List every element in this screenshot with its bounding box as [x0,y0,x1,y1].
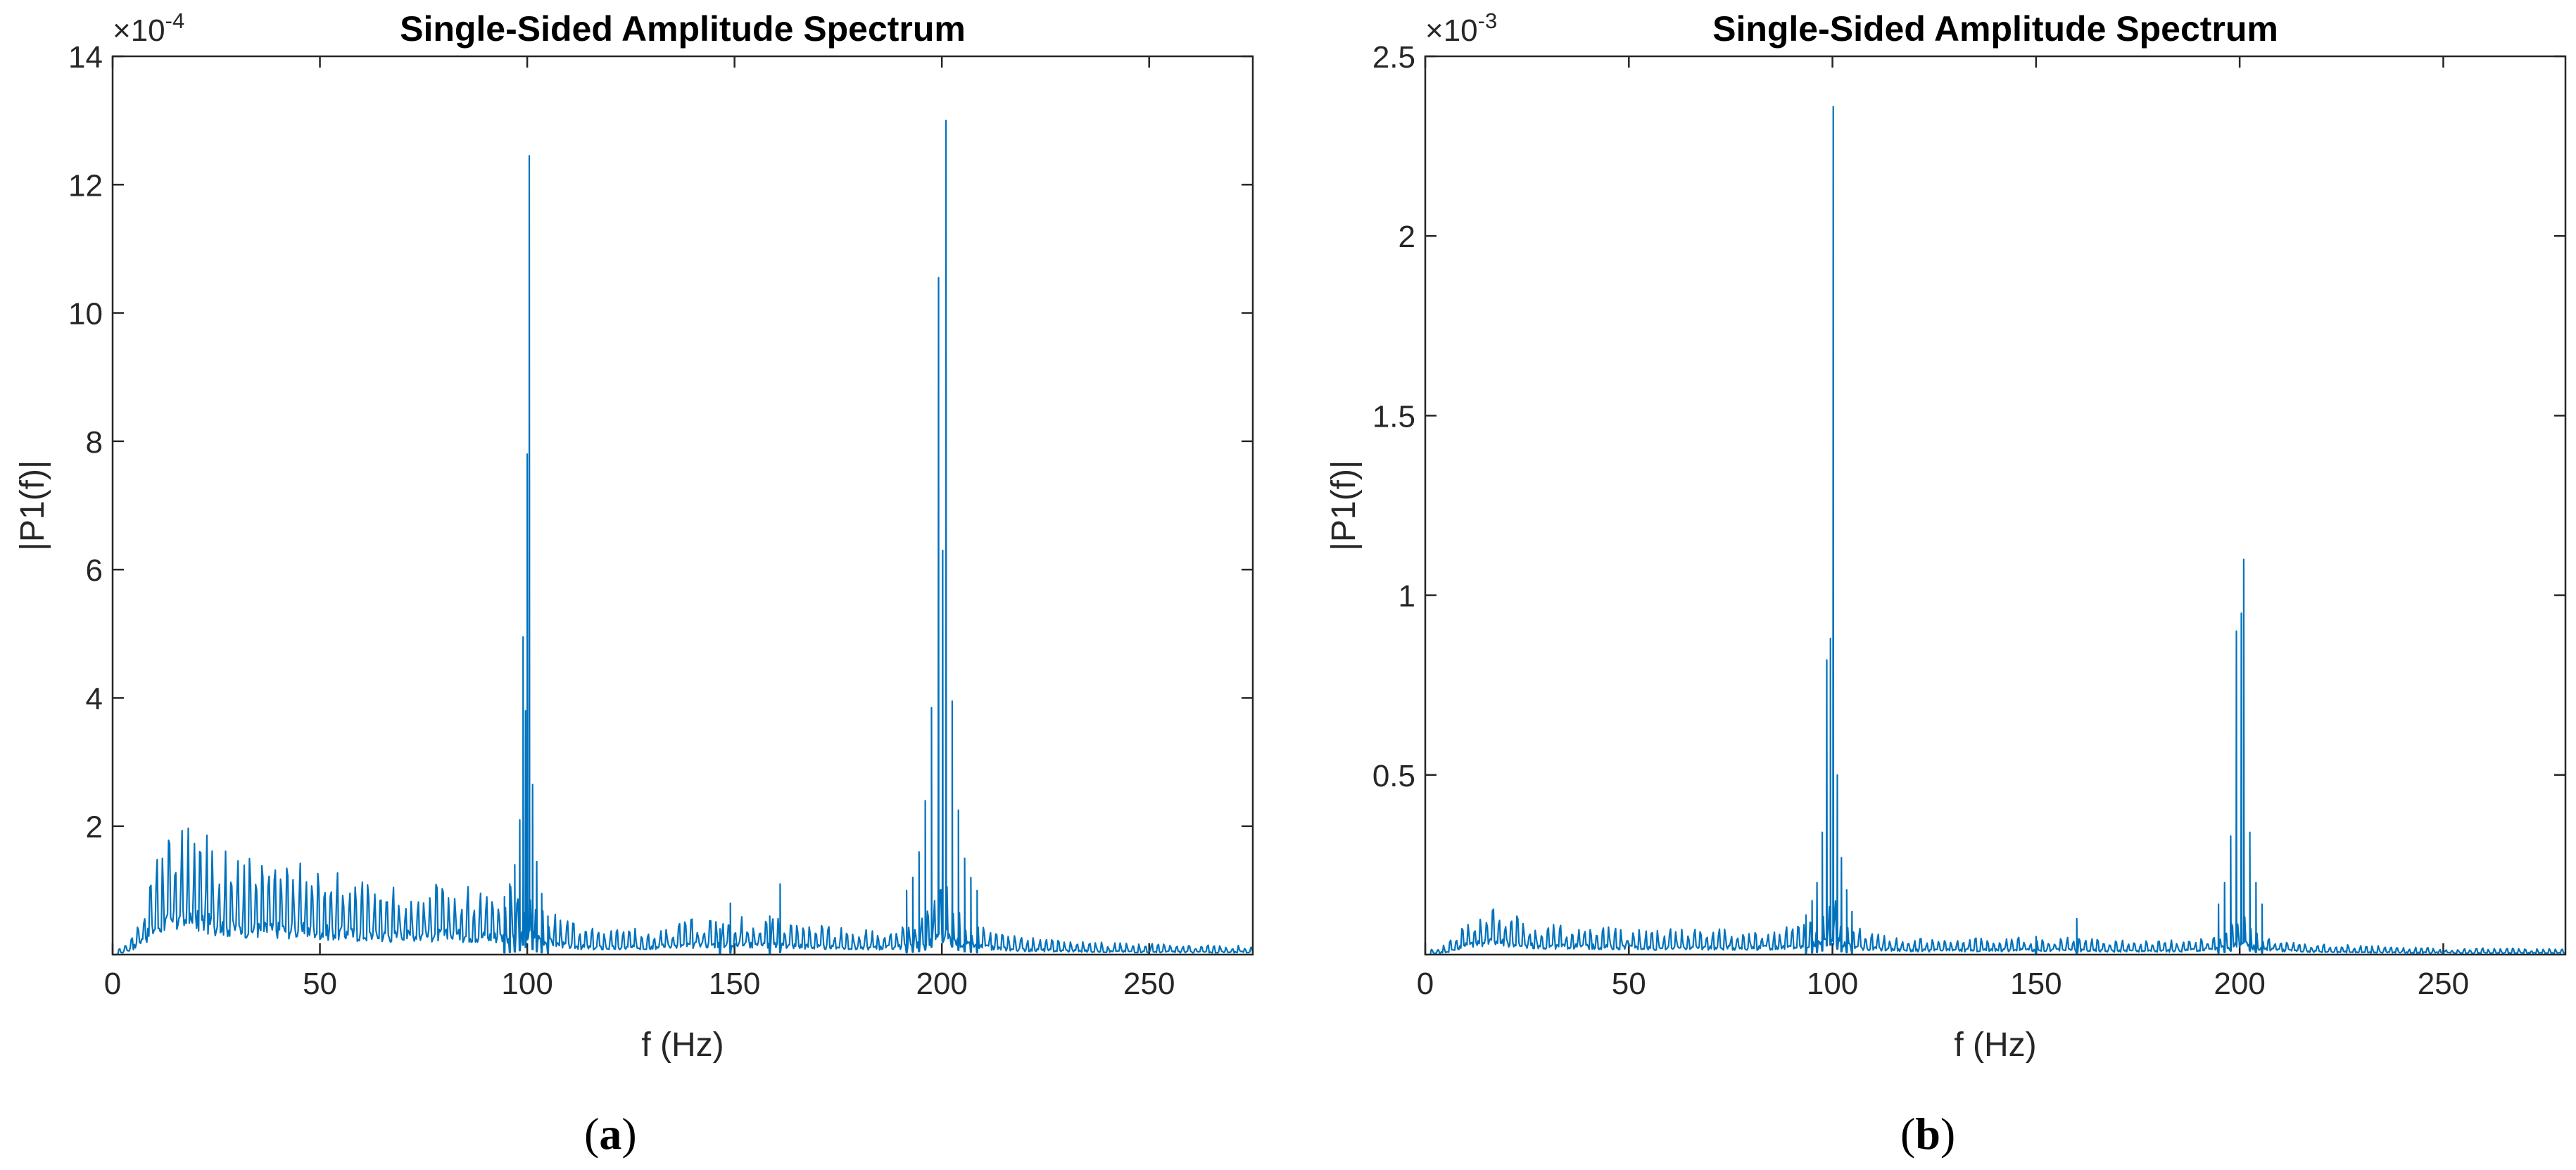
chart-panel-b: Single-Sided Amplitude Spectrum ×10-3 0.… [1325,8,2567,1159]
x-tick-label: 100 [1807,967,1858,1001]
chart-title-a: Single-Sided Amplitude Spectrum [400,9,966,49]
x-tick-label: 150 [709,967,760,1001]
x-axis-label-a: f (Hz) [641,1026,724,1064]
x-tick-label: 50 [1612,967,1646,1001]
x-tick-label: 50 [303,967,337,1001]
x-tick-label: 250 [1123,967,1175,1001]
y-multiplier-b: ×10-3 [1425,8,1497,48]
x-axis-ticks-b: 0 50 100 150 200 250 [1417,56,2469,1001]
chart-panel-a: Single-Sided Amplitude Spectrum ×10-4 2 4… [14,8,1254,1159]
y-multiplier-a: ×10-4 [113,8,184,48]
y-tick-label: 12 [68,168,103,203]
spectrum-line-b [1425,106,2566,956]
x-tick-label: 100 [501,967,553,1001]
y-axis-label-b: |P1(f)| [1325,460,1363,551]
y-axis-ticks-a: 2 4 6 8 10 12 14 [68,40,1253,845]
x-tick-label: 0 [1417,967,1434,1001]
x-tick-label: 200 [916,967,967,1001]
plot-area-b [1425,56,2565,955]
plot-area-a [113,56,1253,955]
x-axis-label-b: f (Hz) [1954,1026,2036,1064]
y-tick-label: 4 [86,681,103,716]
spectrum-line-a [113,120,1254,956]
y-tick-label: 8 [86,425,103,460]
y-tick-label: 6 [86,553,103,588]
y-tick-label: 2 [1399,220,1415,254]
y-tick-label: 0.5 [1372,759,1415,793]
axes-box-a [111,55,1254,956]
y-tick-label: 10 [68,297,103,332]
x-tick-label: 0 [104,967,121,1001]
x-tick-label: 200 [2214,967,2265,1001]
chart-title-b: Single-Sided Amplitude Spectrum [1712,9,2278,49]
axes-box-b [1424,55,2567,956]
caption-a: (a) [584,1109,637,1159]
y-axis-label-a: |P1(f)| [14,460,51,551]
y-tick-label: 1.5 [1372,399,1415,434]
x-axis-ticks-a: 0 50 100 150 200 250 [104,56,1175,1001]
x-tick-label: 250 [2418,967,2469,1001]
caption-b: (b) [1900,1109,1955,1159]
y-tick-label: 2.5 [1372,40,1415,75]
y-tick-label: 2 [86,810,103,845]
x-tick-label: 150 [2010,967,2062,1001]
y-axis-ticks-b: 0.5 1 1.5 2 2.5 [1372,40,2565,793]
y-tick-label: 1 [1399,579,1415,614]
y-tick-label: 14 [68,40,103,75]
